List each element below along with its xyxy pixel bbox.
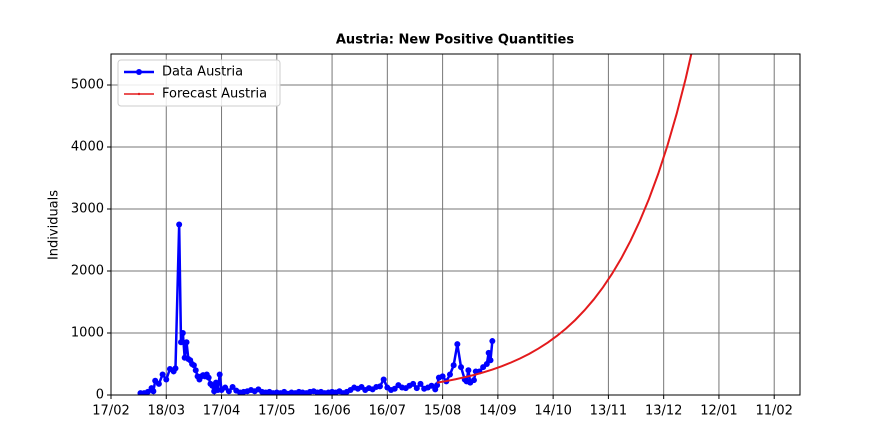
x-tick-label: 11/02: [755, 404, 792, 419]
data-point: [417, 380, 424, 387]
data-point: [489, 338, 496, 345]
data-point: [213, 379, 220, 386]
data-point: [176, 221, 183, 228]
series-line: [436, 54, 693, 384]
data-point: [150, 388, 157, 395]
x-tick-label: 14/10: [534, 404, 571, 419]
data-point: [465, 367, 472, 374]
data-point: [413, 385, 420, 392]
data-point: [487, 357, 494, 364]
data-point: [458, 364, 465, 371]
legend-marker: [136, 69, 142, 75]
data-point: [190, 362, 197, 369]
data-point: [376, 383, 383, 390]
y-tick-label: 0: [96, 388, 104, 403]
x-tick-label: 13/11: [590, 404, 627, 419]
chart-title: Austria: New Positive Quantities: [336, 33, 574, 48]
data-point: [178, 339, 185, 346]
y-tick-label: 5000: [71, 78, 104, 93]
data-point: [216, 371, 223, 378]
data-point: [159, 371, 166, 378]
x-tick-label: 18/03: [148, 404, 185, 419]
data-point: [183, 339, 190, 346]
data-point: [380, 376, 387, 383]
plot-frame: [110, 53, 801, 396]
data-point: [450, 362, 457, 369]
plot-area: [137, 54, 693, 395]
x-tick-label: 17/04: [203, 404, 240, 419]
y-tick-label: 4000: [71, 140, 104, 155]
data-point: [483, 361, 490, 367]
data-point: [155, 380, 162, 387]
x-tick-label: 16/06: [313, 404, 350, 419]
legend-marker: [137, 92, 141, 96]
legend-box: [117, 59, 281, 107]
data-point: [205, 374, 212, 381]
data-point: [446, 371, 453, 378]
data-point: [229, 383, 236, 390]
legend-label: Data Austria: [162, 65, 243, 80]
data-point: [428, 382, 435, 389]
data-point: [225, 388, 232, 395]
x-tick-label: 15/08: [424, 404, 461, 419]
legend-label: Forecast Austria: [162, 87, 267, 102]
legend: Data Austria Forecast Austria: [117, 59, 281, 107]
x-tick-label: 17/05: [258, 404, 295, 419]
data-point: [192, 367, 199, 374]
data-point: [439, 373, 446, 380]
grid: [110, 54, 800, 396]
x-tick-label: 12/01: [700, 404, 737, 419]
data-point: [391, 385, 398, 392]
data-point: [434, 382, 441, 389]
data-point: [144, 388, 151, 395]
y-tick-label: 2000: [71, 264, 104, 279]
data-point: [485, 349, 492, 356]
x-tick-label: 17/02: [92, 404, 129, 419]
x-tick-label: 14/09: [479, 404, 516, 419]
axes: 0 1000 2000 3000 4000 5000 17/02 18/03 17/04 17/0…: [71, 78, 793, 419]
data-point: [454, 341, 461, 348]
data-point: [222, 384, 229, 391]
data-point: [470, 377, 477, 384]
x-tick-label: 16/07: [369, 404, 406, 419]
data-point: [179, 330, 186, 336]
y-axis-label: Individuals: [47, 190, 62, 260]
x-tick-label: 13/12: [645, 404, 682, 419]
data-point: [410, 380, 417, 387]
y-tick-label: 3000: [71, 202, 104, 217]
data-point: [172, 365, 179, 372]
data-point: [163, 376, 170, 383]
y-tick-label: 1000: [71, 326, 104, 341]
